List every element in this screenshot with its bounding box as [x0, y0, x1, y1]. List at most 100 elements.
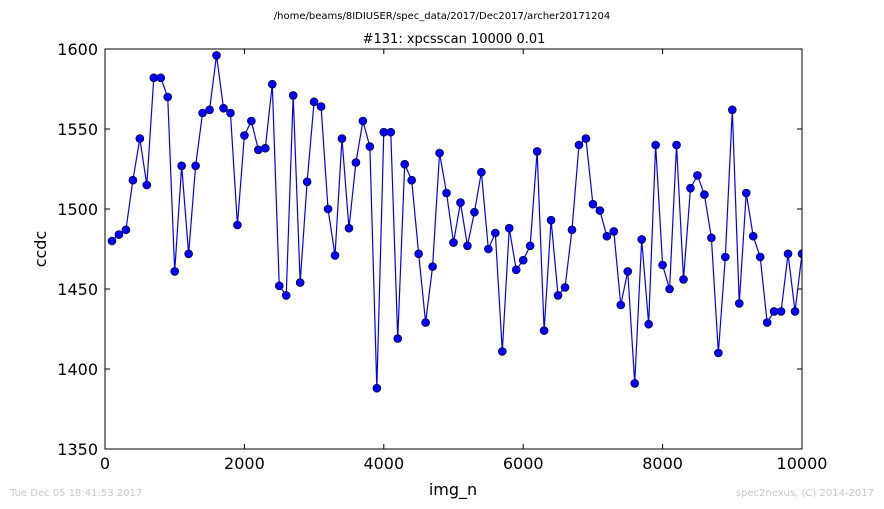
- data-point: [491, 228, 500, 238]
- data-point: [693, 171, 702, 180]
- footer-timestamp: Tue Dec 05 18:41:53 2017: [10, 488, 143, 499]
- y-tick-label: 1550: [57, 120, 98, 139]
- data-point: [658, 260, 667, 270]
- data-point: [790, 307, 800, 316]
- x-tick-label: 0: [100, 454, 110, 473]
- data-point: [351, 158, 361, 167]
- data-point: [574, 140, 584, 150]
- data-point: [470, 207, 479, 217]
- data-point: [372, 383, 382, 393]
- data-point: [581, 134, 591, 143]
- data-point: [114, 230, 124, 239]
- x-tick-label: 2000: [224, 454, 265, 473]
- data-point: [609, 227, 619, 236]
- data-point: [400, 159, 410, 169]
- data-point: [205, 105, 214, 115]
- chart-suptitle: /home/beams/8IDIUSER/spec_data/2017/Dec2…: [274, 11, 610, 22]
- data-point: [226, 108, 235, 118]
- data-point: [121, 225, 131, 235]
- series-line: [111, 55, 802, 389]
- data-point: [267, 79, 277, 89]
- data-point: [302, 177, 312, 187]
- x-axis-label: img_n: [429, 480, 477, 500]
- data-point: [651, 140, 660, 150]
- data-point: [560, 283, 570, 292]
- data-point: [630, 379, 640, 388]
- data-point: [679, 275, 688, 284]
- data-point: [393, 334, 403, 343]
- data-point: [421, 318, 430, 327]
- data-point: [281, 291, 291, 300]
- data-point: [595, 206, 605, 215]
- data-point: [518, 255, 528, 265]
- x-tick-label: 8000: [642, 454, 683, 473]
- data-point: [191, 161, 200, 171]
- y-axis-label: ccdc: [31, 231, 50, 268]
- data-point: [330, 251, 340, 260]
- data-point: [511, 265, 521, 275]
- data-point: [755, 252, 765, 262]
- y-tick-label: 1400: [57, 360, 98, 379]
- data-point: [407, 175, 416, 185]
- data-point: [428, 262, 437, 271]
- plot-frame: [104, 48, 803, 450]
- data-point: [672, 140, 681, 150]
- y-tick-label: 1500: [57, 200, 98, 219]
- data-point: [525, 241, 535, 251]
- data-point: [337, 134, 347, 143]
- data-point: [456, 198, 465, 207]
- data-point: [170, 267, 179, 276]
- data-point: [184, 249, 193, 259]
- data-point: [623, 267, 633, 276]
- data-point: [442, 188, 451, 198]
- data-point: [714, 348, 723, 358]
- data-point: [247, 116, 256, 126]
- data-point: [637, 235, 646, 244]
- data-point: [128, 175, 138, 185]
- data-point: [588, 199, 598, 209]
- data-point: [344, 223, 354, 233]
- data-point: [233, 220, 242, 230]
- x-tick-label: 10000: [777, 454, 828, 473]
- data-point: [449, 238, 458, 247]
- data-point: [727, 105, 737, 115]
- data-point: [261, 143, 270, 153]
- data-point: [644, 319, 653, 329]
- data-point: [602, 231, 612, 241]
- data-point: [484, 244, 493, 254]
- y-tick-label: 1450: [57, 280, 98, 299]
- chart-title: #131: xpcsscan 10000 0.01: [363, 32, 546, 47]
- data-point: [219, 103, 228, 113]
- data-point: [762, 318, 772, 327]
- data-point: [797, 249, 802, 259]
- data-point: [142, 180, 152, 190]
- data-point: [686, 183, 695, 193]
- y-tick-label: 1600: [57, 40, 98, 59]
- data-point: [414, 249, 423, 259]
- data-point: [156, 73, 166, 83]
- data-point: [463, 241, 472, 251]
- data-point: [546, 215, 556, 225]
- data-point: [135, 134, 145, 143]
- data-point: [107, 236, 117, 246]
- x-tick-label: 4000: [363, 454, 404, 473]
- data-point: [288, 91, 298, 100]
- data-point: [497, 347, 507, 356]
- data-point: [539, 326, 549, 335]
- data-point: [365, 142, 375, 151]
- data-point: [707, 233, 716, 243]
- data-point: [316, 102, 326, 111]
- data-point: [386, 127, 396, 137]
- data-point: [358, 116, 368, 126]
- data-point: [734, 299, 744, 308]
- data-point: [309, 97, 319, 107]
- data-point: [212, 51, 221, 60]
- data-point: [748, 231, 758, 241]
- data-point: [616, 300, 626, 310]
- data-point: [721, 252, 730, 262]
- data-point: [254, 145, 263, 155]
- data-point: [323, 204, 333, 214]
- data-point: [532, 147, 542, 156]
- data-point: [435, 148, 444, 158]
